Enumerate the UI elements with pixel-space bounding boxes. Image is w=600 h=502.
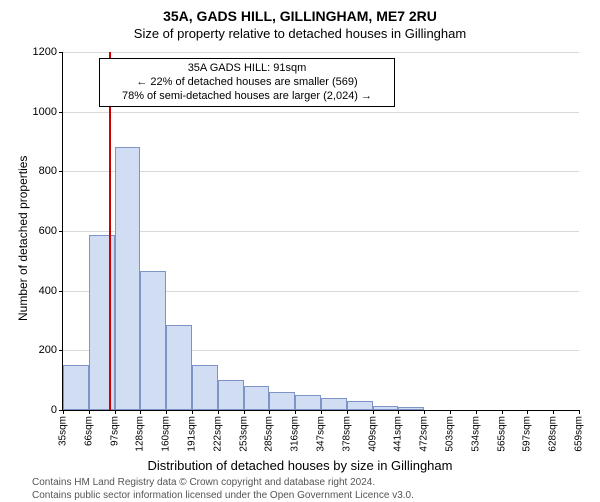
x-tick-mark <box>140 410 141 414</box>
histogram-bar <box>166 325 192 410</box>
x-tick-label: 35sqm <box>58 416 69 446</box>
x-tick-label: 160sqm <box>161 416 172 452</box>
y-tick-label: 1000 <box>33 106 57 118</box>
x-tick-label: 441sqm <box>393 416 404 452</box>
y-tick-mark <box>59 291 63 292</box>
x-tick-mark <box>269 410 270 414</box>
x-tick-mark <box>166 410 167 414</box>
grid-line <box>63 171 579 172</box>
x-tick-mark <box>295 410 296 414</box>
x-tick-label: 66sqm <box>83 416 94 446</box>
x-tick-label: 97sqm <box>109 416 120 446</box>
y-tick-label: 200 <box>39 344 57 356</box>
y-tick-label: 800 <box>39 165 57 177</box>
x-tick-label: 565sqm <box>496 416 507 452</box>
x-tick-label: 659sqm <box>574 416 585 452</box>
x-tick-mark <box>192 410 193 414</box>
histogram-bar <box>295 395 321 410</box>
x-tick-label: 128sqm <box>135 416 146 452</box>
y-tick-mark <box>59 231 63 232</box>
x-tick-mark <box>115 410 116 414</box>
chart-title: 35A, GADS HILL, GILLINGHAM, ME7 2RU <box>0 8 600 24</box>
y-tick-label: 1200 <box>33 46 57 58</box>
x-tick-label: 191sqm <box>187 416 198 452</box>
x-tick-mark <box>424 410 425 414</box>
histogram-bar <box>218 380 244 410</box>
x-tick-mark <box>398 410 399 414</box>
grid-line <box>63 52 579 53</box>
y-tick-mark <box>59 52 63 53</box>
x-tick-mark <box>373 410 374 414</box>
x-tick-mark <box>579 410 580 414</box>
histogram-bar <box>347 401 373 410</box>
info-box-line1: 35A GADS HILL: 91sqm <box>106 62 388 76</box>
x-tick-label: 409sqm <box>367 416 378 452</box>
info-box-line2: ← 22% of detached houses are smaller (56… <box>106 76 388 90</box>
x-tick-mark <box>63 410 64 414</box>
y-axis-label: Number of detached properties <box>16 156 30 321</box>
info-box: 35A GADS HILL: 91sqm ← 22% of detached h… <box>99 58 395 107</box>
x-axis-label: Distribution of detached houses by size … <box>0 458 600 473</box>
histogram-bar <box>244 386 270 410</box>
histogram-bar <box>192 365 218 410</box>
y-tick-label: 0 <box>51 404 57 416</box>
x-tick-label: 316sqm <box>290 416 301 452</box>
x-tick-mark <box>527 410 528 414</box>
footer: Contains HM Land Registry data © Crown c… <box>32 476 414 502</box>
x-tick-label: 285sqm <box>264 416 275 452</box>
x-tick-mark <box>502 410 503 414</box>
x-tick-label: 253sqm <box>238 416 249 452</box>
x-tick-mark <box>89 410 90 414</box>
x-tick-mark <box>321 410 322 414</box>
footer-line2: Contains public sector information licen… <box>32 489 414 502</box>
x-tick-label: 378sqm <box>341 416 352 452</box>
x-tick-label: 472sqm <box>419 416 430 452</box>
y-tick-label: 600 <box>39 225 57 237</box>
x-tick-label: 347sqm <box>316 416 327 452</box>
info-box-line3: 78% of semi-detached houses are larger (… <box>106 90 388 104</box>
y-tick-mark <box>59 350 63 351</box>
y-tick-mark <box>59 112 63 113</box>
grid-line <box>63 231 579 232</box>
histogram-bar <box>321 398 347 410</box>
histogram-bar <box>269 392 295 410</box>
histogram-bar <box>373 406 399 410</box>
x-tick-label: 628sqm <box>548 416 559 452</box>
x-tick-label: 503sqm <box>445 416 456 452</box>
chart-container: 35A, GADS HILL, GILLINGHAM, ME7 2RU Size… <box>0 0 600 500</box>
histogram-bar <box>398 407 424 410</box>
x-tick-mark <box>450 410 451 414</box>
grid-line <box>63 112 579 113</box>
chart-subtitle: Size of property relative to detached ho… <box>0 26 600 41</box>
histogram-bar <box>140 271 166 410</box>
histogram-bar <box>115 147 141 410</box>
y-tick-mark <box>59 171 63 172</box>
x-tick-mark <box>347 410 348 414</box>
x-tick-mark <box>218 410 219 414</box>
x-tick-label: 597sqm <box>522 416 533 452</box>
histogram-bar <box>63 365 89 410</box>
y-tick-label: 400 <box>39 285 57 297</box>
x-tick-label: 534sqm <box>470 416 481 452</box>
x-tick-mark <box>244 410 245 414</box>
x-tick-mark <box>553 410 554 414</box>
x-tick-mark <box>476 410 477 414</box>
footer-line1: Contains HM Land Registry data © Crown c… <box>32 476 414 489</box>
x-tick-label: 222sqm <box>212 416 223 452</box>
